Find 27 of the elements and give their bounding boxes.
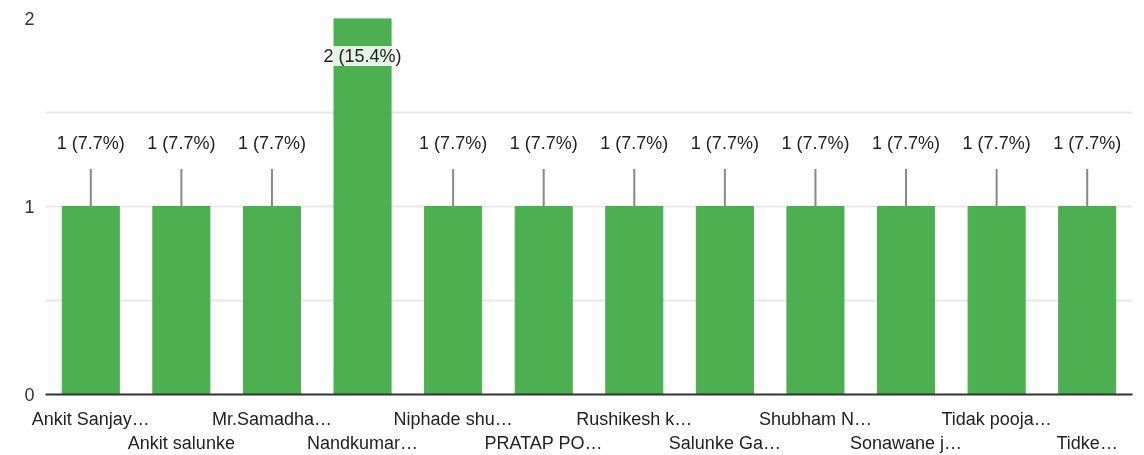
data-label: 1 (7.7%)	[147, 132, 216, 153]
x-tick-label: Sonawane j…	[850, 432, 963, 453]
x-tick-label: Niphade shu…	[393, 408, 513, 429]
data-label: 1 (7.7%)	[600, 132, 669, 153]
x-tick-label: PRATAP PO…	[484, 432, 603, 453]
data-label: 2 (15.4%)	[323, 46, 402, 67]
x-tick-label: Salunke Ga…	[668, 432, 781, 453]
data-label: 1 (7.7%)	[962, 132, 1031, 153]
data-label: 1 (7.7%)	[56, 132, 125, 153]
x-tick-label: Mr.Samadha…	[211, 408, 332, 429]
x-tick-label: Ankit salunke	[127, 432, 235, 453]
data-label: 1 (7.7%)	[509, 132, 578, 153]
y-tick-label: 0	[24, 385, 35, 405]
y-tick-label: 1	[24, 197, 35, 217]
data-label: 1 (7.7%)	[419, 132, 488, 153]
data-label: 1 (7.7%)	[781, 132, 850, 153]
data-label: 1 (7.7%)	[872, 132, 941, 153]
x-tick-label: Nandkumar…	[307, 432, 419, 453]
data-label: 1 (7.7%)	[690, 132, 759, 153]
x-tick-label: Shubham N…	[758, 408, 872, 429]
x-tick-label: Ankit Sanjay…	[31, 408, 150, 429]
data-label: 1 (7.7%)	[237, 132, 306, 153]
y-tick-label: 2	[24, 9, 35, 29]
x-tick-label: Tidke…	[1056, 432, 1118, 453]
x-tick-label: Rushikesh k…	[576, 408, 693, 429]
data-label: 1 (7.7%)	[1053, 132, 1122, 153]
x-tick-label: Tidak pooja…	[941, 408, 1052, 429]
